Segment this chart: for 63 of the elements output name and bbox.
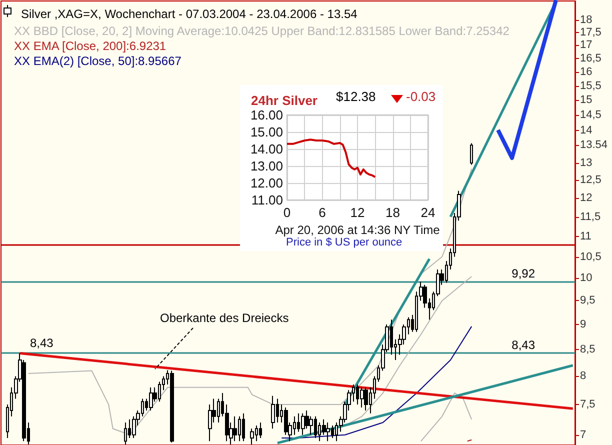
y-tick-label: 10,5 [580,250,602,263]
y-tick-label: 7 [580,428,586,441]
y-tick-label: 14,5 [580,109,602,122]
candlestick [124,422,127,445]
y-tick-label: 15.00 [250,124,283,140]
x-tick-label: 0 [283,205,291,220]
candlestick [250,428,254,445]
x-tick-label: 24 [420,205,436,220]
y-tick-label: 17 [580,39,592,52]
text: XX EMA(2) [Close, 50]:8.95667 [14,54,182,68]
candlestick [301,412,305,436]
candlestick [364,386,368,411]
y-tick-label: 11,5 [580,210,601,223]
y-tick-label: 15 [580,94,592,106]
x-tick-label: 18 [386,205,400,220]
ref-line-label: 9,92 [512,266,536,281]
x-tick-label: 12 [350,205,365,220]
text: XX EMA [Close, 200]:6.9231 [14,39,166,53]
candlestick [259,422,262,438]
candlestick [326,422,330,442]
candlestick [149,386,153,411]
y-tick-label: 12,5 [580,174,602,186]
x-axis-title: Apr 20, 2006 at 14:36 NY Time [275,222,440,237]
y-tick-label: 7,5 [580,398,596,411]
candlestick [233,416,237,442]
y-tick-label: 18 [580,14,592,26]
y-tick-label: 11.00 [251,192,283,208]
line-series [281,326,472,438]
candlestick [242,412,245,442]
annotation: Oberkante des Dreiecks [160,311,289,325]
ref-line-label: 8,43 [512,338,536,352]
line-series [420,392,472,442]
text: Silver ,XAG=X, Wochenchart - 07.03.2004 - 23.04.2006 - 13.54 [21,7,358,21]
y-tick-label: 13.00 [250,158,283,174]
x-tick-label: 6 [318,205,326,220]
y-tick-label: 16 [580,66,592,78]
y-tick-label: 13 [580,157,592,169]
y-tick-label: 17,5 [580,26,602,38]
y-tick-label: 14.00 [250,142,283,156]
y-tick-label: 16,5 [580,52,602,64]
candlestick [271,395,275,430]
annotation: 8,43 [30,336,54,350]
text: XX BBD [Close, 20, 2] Moving Average:10.0425 Upper Band:12.831585 Lower Band:7.25342 [14,24,510,38]
y-tick-label: 14 [580,124,592,136]
chart-title: 24hr Silver [251,93,318,108]
line-series [286,138,376,178]
annotation: -0.03 [406,89,436,104]
y-tick-label: 15,5 [580,80,602,92]
y-tick-label: 8 [580,370,586,382]
y-tick-label: 10 [580,272,592,284]
y-tick-label: 9 [580,318,586,330]
y-tick-label: 16.00 [250,108,283,122]
annotation: Price in $ US per ounce [286,236,402,248]
annotation: $12.38 [336,89,376,104]
y-tick-label: 8,5 [580,344,596,356]
y-tick-label: 13.54 [580,139,608,152]
y-tick-label: 9,5 [580,294,596,307]
y-tick-label: 12.00 [250,176,283,190]
candlestick [470,142,473,166]
candlestick [360,386,364,408]
y-tick-label: 11 [580,230,592,242]
candlestick [170,370,174,443]
y-tick-label: 12 [580,192,592,204]
